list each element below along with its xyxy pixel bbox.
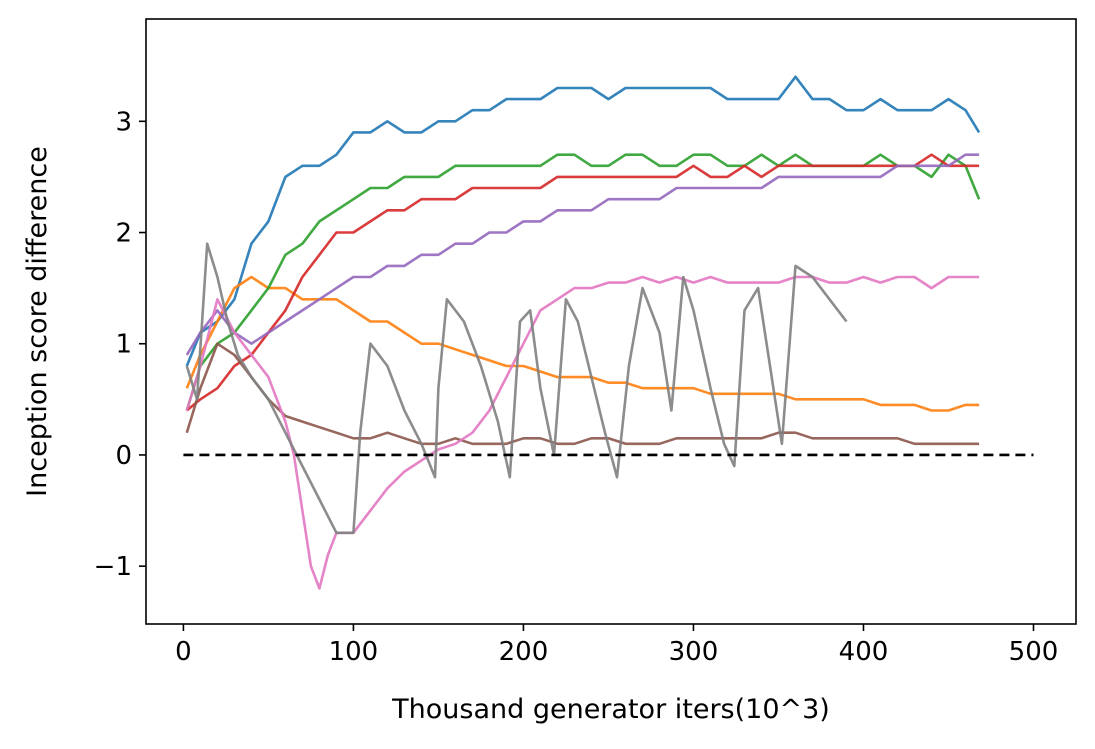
series-line-2 [185,275,980,412]
series-line-6 [185,342,980,446]
series-line-1 [185,75,981,367]
x-ticks: 0 100 200 300 400 500 [175,624,1058,667]
series-line-8 [185,242,848,535]
plot-frame [145,18,1077,625]
x-tick-label: 0 [175,637,192,667]
series-layer [185,75,981,590]
y-tick-label: 0 [115,441,132,471]
x-tick-label: 200 [499,637,549,667]
y-ticks: −1 0 1 2 3 [94,107,146,582]
series-line-4 [185,153,980,412]
x-axis-label: Thousand generator iters(10^3) [391,694,830,725]
series-line-5 [185,153,980,356]
y-axis-label: Inception score difference [22,146,53,497]
x-tick-label: 500 [1009,637,1059,667]
y-tick-label: 3 [115,107,132,137]
x-tick-label: 300 [669,637,719,667]
y-tick-label: −1 [94,552,132,582]
series-line-7 [185,275,980,590]
y-tick-label: 2 [115,219,132,249]
y-tick-label: 1 [115,330,132,360]
x-tick-label: 100 [329,637,379,667]
x-tick-label: 400 [839,637,889,667]
